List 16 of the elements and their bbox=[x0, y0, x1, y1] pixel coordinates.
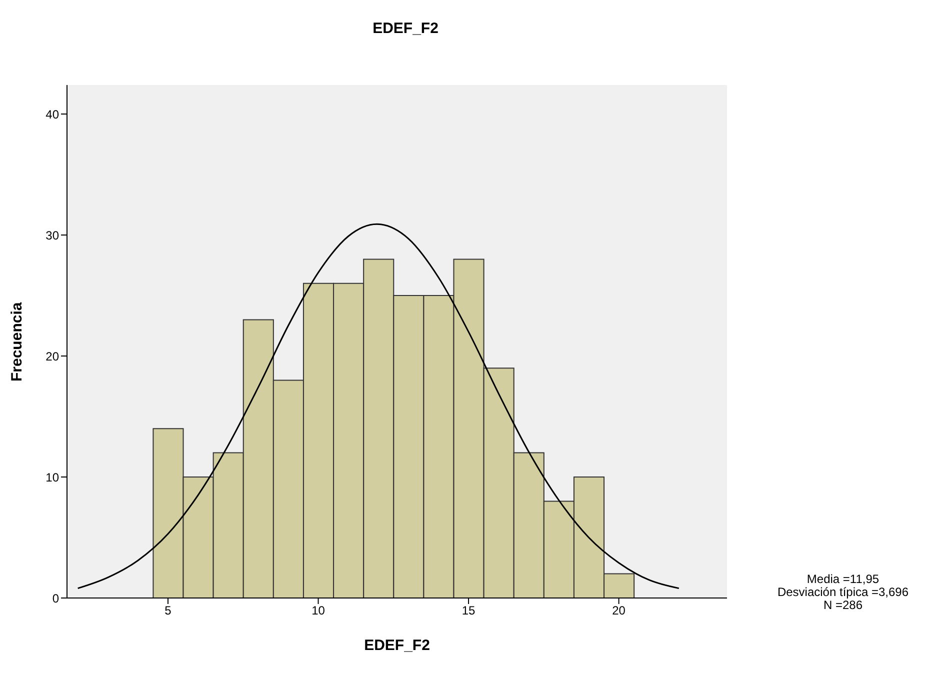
x-tick-label: 5 bbox=[164, 604, 172, 618]
x-tick-label: 15 bbox=[462, 604, 476, 618]
y-tick-label: 20 bbox=[46, 349, 60, 364]
y-tick-label: 30 bbox=[46, 228, 60, 242]
y-axis-title: Frecuencia bbox=[8, 302, 26, 382]
y-tick-label: 40 bbox=[46, 107, 60, 122]
line-series bbox=[77, 223, 680, 590]
chart-title: EDEF_F2 bbox=[372, 20, 440, 37]
y-tick-label: 0 bbox=[52, 591, 60, 606]
x-tick-label: 10 bbox=[312, 604, 326, 618]
text: Media =11,95 bbox=[806, 572, 880, 586]
text: N =286 bbox=[822, 598, 863, 612]
x-tick-label: 20 bbox=[612, 604, 626, 618]
x-axis-title: EDEF_F2 bbox=[364, 637, 430, 654]
text: Desviación típica =3,696 bbox=[776, 585, 910, 599]
y-tick-label: 10 bbox=[46, 470, 60, 484]
